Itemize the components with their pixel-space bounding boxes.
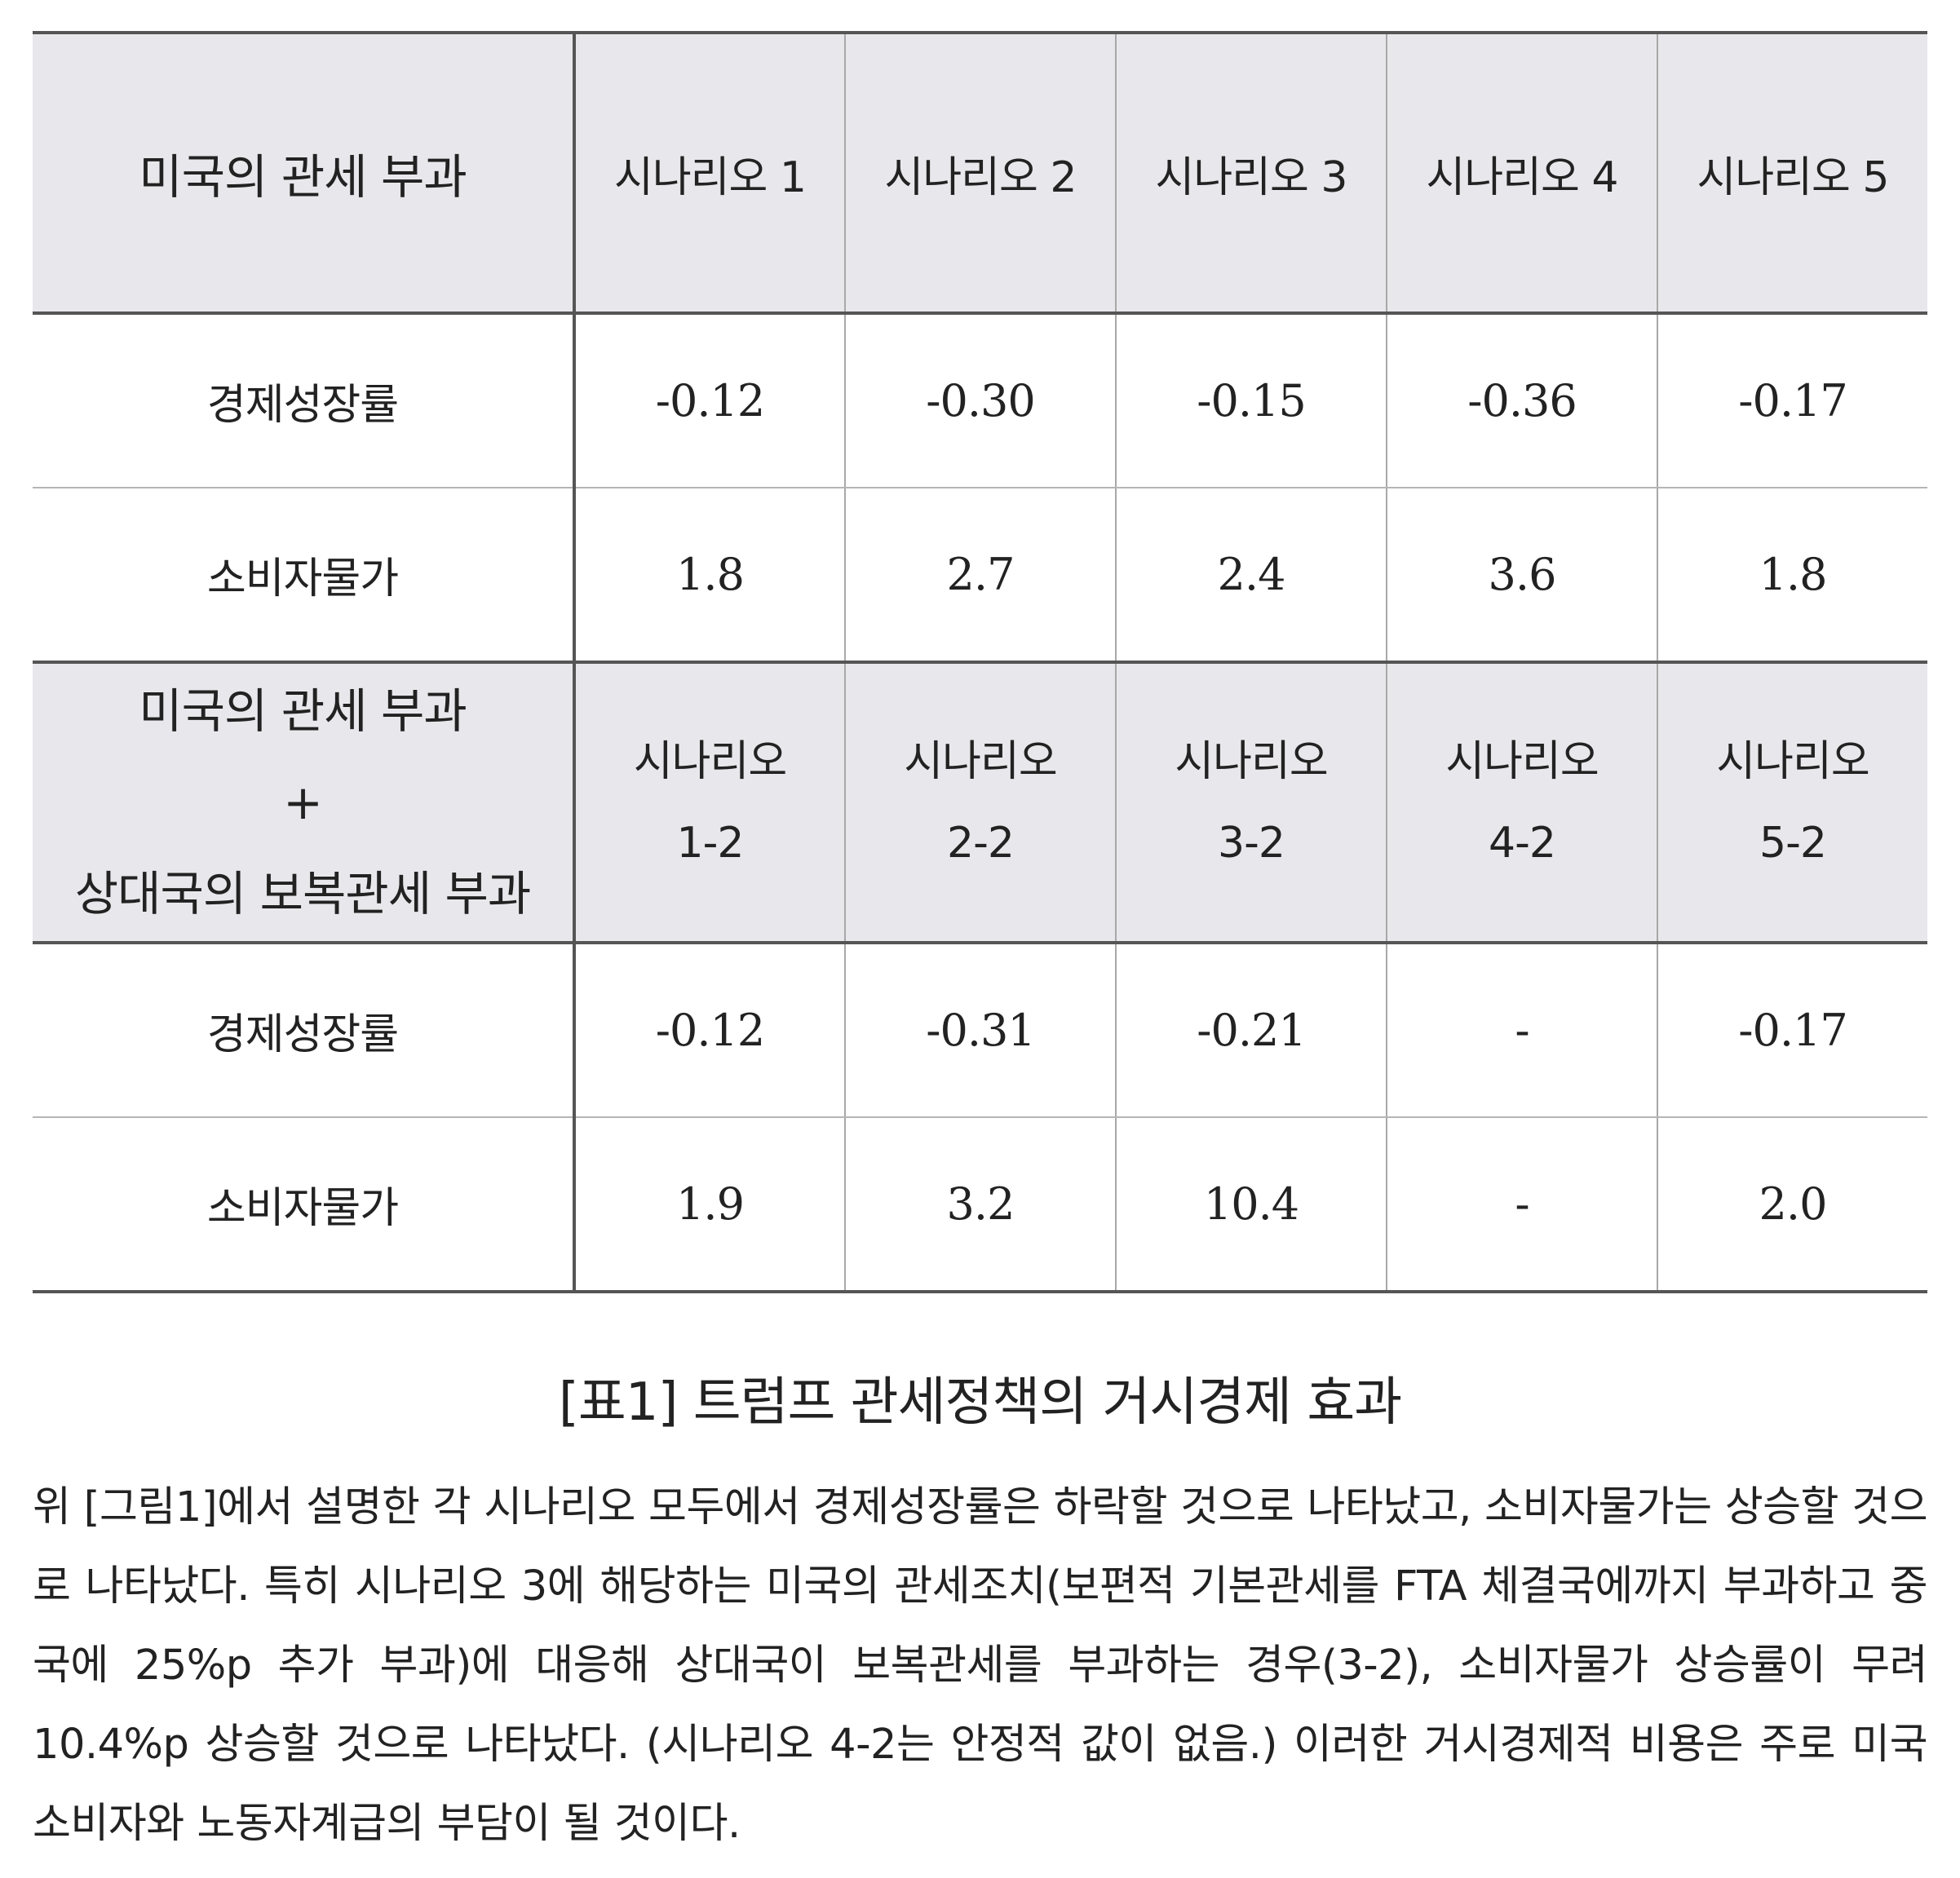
header-scenario-line: 시나리오	[1445, 737, 1599, 786]
header-scenario-line: 2-2	[947, 819, 1015, 868]
header-label-tariff: 미국의 관세 부과	[33, 31, 576, 315]
table-cell: -0.36	[1386, 313, 1657, 488]
table-cell: 10.4	[1115, 1117, 1387, 1293]
header-label-line: 상대국의 보복관세 부과	[74, 866, 531, 921]
body-paragraph: 위 [그림1]에서 설명한 각 시나리오 모두에서 경제성장률은 하락할 것으로…	[33, 1483, 1928, 1848]
table-cell: -0.17	[1657, 313, 1927, 488]
row-label-cpi: 소비자물가	[33, 1117, 576, 1293]
row-label-cpi: 소비자물가	[33, 488, 576, 663]
header-scenario-line: 1-2	[676, 819, 745, 868]
header-scenario-4: 시나리오 4	[1386, 31, 1657, 315]
table-cell: 2.4	[1115, 488, 1387, 663]
header-scenario-line: 시나리오	[1175, 737, 1328, 786]
header-scenario-5: 시나리오 5	[1657, 31, 1927, 315]
table-cell: 1.9	[573, 1117, 845, 1293]
table-cell: -	[1386, 1117, 1657, 1293]
table-cell: 2.7	[844, 488, 1116, 663]
header-scenario-line: 시나리오	[904, 737, 1057, 786]
table-row: 경제성장률 -0.12 -0.31 -0.21 - -0.17	[33, 943, 1927, 1118]
header-scenario-4-2: 시나리오 4-2	[1386, 661, 1657, 944]
table-cell: -0.12	[573, 943, 845, 1118]
header-scenario-3-2: 시나리오 3-2	[1115, 661, 1387, 944]
table-row: 경제성장률 -0.12 -0.30 -0.15 -0.36 -0.17	[33, 313, 1927, 488]
header-scenario-line: 시나리오	[1716, 737, 1869, 786]
header-scenario-line: 5-2	[1759, 819, 1827, 868]
table-cell: -0.15	[1115, 313, 1387, 488]
header-label-retaliation: 미국의 관세 부과 + 상대국의 보복관세 부과	[33, 661, 576, 944]
row-label-growth: 경제성장률	[33, 313, 576, 488]
table-cell: 1.8	[1657, 488, 1927, 663]
table-cell: -0.30	[844, 313, 1116, 488]
table-cell: -	[1386, 943, 1657, 1118]
header-scenario-line: 시나리오	[633, 737, 787, 786]
header-scenario-2: 시나리오 2	[844, 31, 1116, 315]
header-scenario-1: 시나리오 1	[573, 31, 845, 315]
table-cell: -0.21	[1115, 943, 1387, 1118]
header-scenario-line: 3-2	[1218, 819, 1285, 868]
header-scenario-5-2: 시나리오 5-2	[1657, 661, 1927, 944]
table-cell: 3.2	[844, 1117, 1116, 1293]
table-cell: -0.12	[573, 313, 845, 488]
table-row: 소비자물가 1.9 3.2 10.4 - 2.0	[33, 1117, 1927, 1293]
row-label-growth: 경제성장률	[33, 943, 576, 1118]
header-row-tariff: 미국의 관세 부과 시나리오 1 시나리오 2 시나리오 3 시나리오 4 시나…	[33, 31, 1927, 315]
header-label-line: +	[283, 775, 323, 830]
table-cell: 2.0	[1657, 1117, 1927, 1293]
table-cell: 1.8	[573, 488, 845, 663]
table-cell: -0.31	[844, 943, 1116, 1118]
table-row: 소비자물가 1.8 2.7 2.4 3.6 1.8	[33, 488, 1927, 663]
header-scenario-line: 4-2	[1489, 819, 1556, 868]
header-label-line: 미국의 관세 부과	[139, 683, 467, 739]
table-cell: -0.17	[1657, 943, 1927, 1118]
table-caption: [표1] 트럼프 관세정책의 거시경제 효과	[558, 1372, 1402, 1433]
table-cell: 3.6	[1386, 488, 1657, 663]
header-scenario-1-2: 시나리오 1-2	[573, 661, 845, 944]
macro-effects-table: 미국의 관세 부과 시나리오 1 시나리오 2 시나리오 3 시나리오 4 시나…	[33, 31, 1927, 1293]
header-scenario-3: 시나리오 3	[1115, 31, 1387, 315]
header-scenario-2-2: 시나리오 2-2	[844, 661, 1116, 944]
header-row-retaliation: 미국의 관세 부과 + 상대국의 보복관세 부과 시나리오 1-2 시나리오 2…	[33, 661, 1927, 944]
